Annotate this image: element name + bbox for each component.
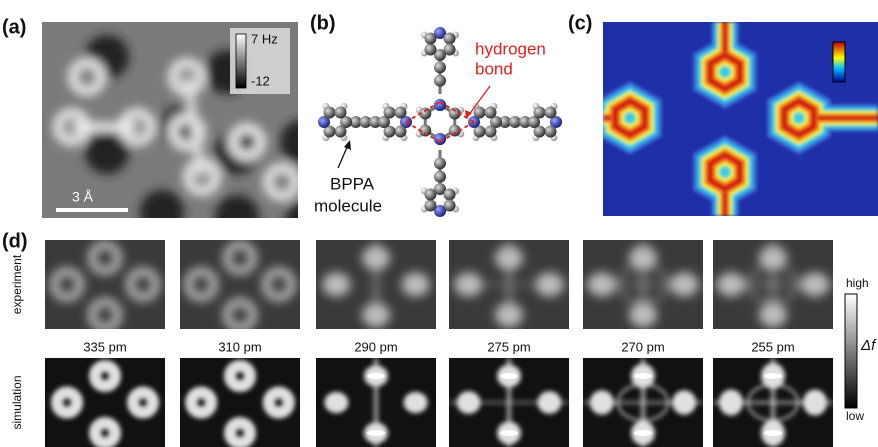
- carbon-atom: [545, 106, 557, 118]
- height-label: 275 pm: [487, 339, 530, 354]
- row-label: experiment: [10, 254, 24, 314]
- highlight: [634, 430, 652, 436]
- panel-c: (c): [568, 12, 878, 216]
- arrow: [338, 145, 348, 168]
- height-label: 255 pm: [751, 339, 794, 354]
- carbon-atom: [444, 189, 456, 201]
- dark-spot: [215, 195, 259, 239]
- annotation: hydrogen: [475, 39, 546, 58]
- figure: (a) 7 Hz -12 3 Å (b) hydrogenbond BPPA molec…: [0, 0, 878, 447]
- carbon-atom: [395, 126, 407, 138]
- colorbar: [845, 294, 857, 408]
- annotation: molecule: [314, 196, 382, 215]
- nitrogen-atom: [434, 133, 446, 145]
- carbon-atom: [424, 189, 436, 201]
- map-center: [625, 113, 635, 123]
- dark-spot: [280, 120, 324, 164]
- map-center: [794, 113, 804, 123]
- panel-label: (c): [568, 12, 592, 34]
- carbon-atom: [395, 106, 407, 118]
- image-bg: [45, 240, 165, 329]
- highlight: [764, 430, 782, 436]
- colorbar: [833, 42, 845, 82]
- dark-spot: [140, 190, 184, 234]
- height-label: 310 pm: [218, 339, 261, 354]
- experiment-image: [316, 240, 436, 329]
- simulation-image: [713, 358, 833, 447]
- lobe: [402, 273, 430, 297]
- highlight: [500, 373, 518, 379]
- experiment-image: [449, 240, 569, 329]
- scale-bar: [56, 208, 128, 212]
- dark-spot: [85, 35, 129, 79]
- panel-label: (d): [2, 230, 28, 252]
- experiment-image: [180, 240, 300, 329]
- colorbar-high: high: [846, 276, 869, 290]
- panel-d: (d) 335 pm 310 pm 290 pm 275 pm 270 pm 255 pm…: [2, 230, 877, 447]
- carbon-atom: [434, 75, 446, 87]
- carbon-atom: [434, 157, 446, 169]
- panel-b: (b) hydrogenbond BPPA molecule: [310, 12, 562, 217]
- highlight: [367, 430, 385, 436]
- simulation-image: [583, 358, 703, 447]
- height-label: 290 pm: [354, 339, 397, 354]
- colorbar-low: low: [846, 409, 864, 423]
- experiment-image: [45, 240, 165, 329]
- map-center: [720, 167, 730, 177]
- carbon-atom: [434, 61, 446, 73]
- annotation: BPPA: [330, 174, 375, 193]
- colorbar-max: 7 Hz: [251, 31, 278, 46]
- carbon-atom: [534, 106, 546, 118]
- carbon-atom: [424, 44, 436, 56]
- carbon-atom: [324, 106, 336, 118]
- highlight: [500, 430, 518, 436]
- colorbar-min: -12: [251, 73, 270, 88]
- experiment-image: [713, 240, 833, 329]
- lobe: [404, 392, 428, 413]
- height-label: 270 pm: [621, 339, 664, 354]
- map-center: [720, 67, 730, 77]
- arrow-head: [344, 140, 351, 150]
- lobe: [324, 392, 348, 413]
- carbon-atom: [335, 126, 347, 138]
- annotation: bond: [475, 59, 513, 78]
- panel-label: (a): [2, 16, 26, 38]
- image-bg: [180, 240, 300, 329]
- carbon-atom: [444, 33, 456, 45]
- panel-a: (a) 7 Hz -12 3 Å: [2, 16, 329, 244]
- carbon-atom: [485, 126, 497, 138]
- simulation-image: [449, 358, 569, 447]
- colorbar-quantity: Δf: [860, 337, 877, 354]
- carbon-atom: [424, 33, 436, 45]
- highlight: [367, 373, 385, 379]
- height-label: 335 pm: [83, 339, 126, 354]
- carbon-atom: [545, 126, 557, 138]
- carbon-atom: [474, 106, 486, 118]
- carbon-atom: [335, 106, 347, 118]
- row-label: simulation: [10, 375, 24, 429]
- carbon-atom: [424, 200, 436, 212]
- experiment-image: [583, 240, 703, 329]
- colorbar: [236, 34, 246, 88]
- simulation-image: [316, 358, 436, 447]
- nitrogen-atom: [434, 99, 446, 111]
- lobe: [322, 273, 350, 297]
- scale-bar-label: 3 Å: [72, 189, 94, 205]
- simulation-image: [180, 358, 300, 447]
- highlight: [634, 373, 652, 379]
- panel-label: (b): [310, 12, 336, 34]
- simulation-image: [45, 358, 165, 447]
- highlight: [764, 373, 782, 379]
- carbon-atom: [434, 171, 446, 183]
- carbon-atom: [485, 106, 497, 118]
- carbon-atom: [384, 106, 396, 118]
